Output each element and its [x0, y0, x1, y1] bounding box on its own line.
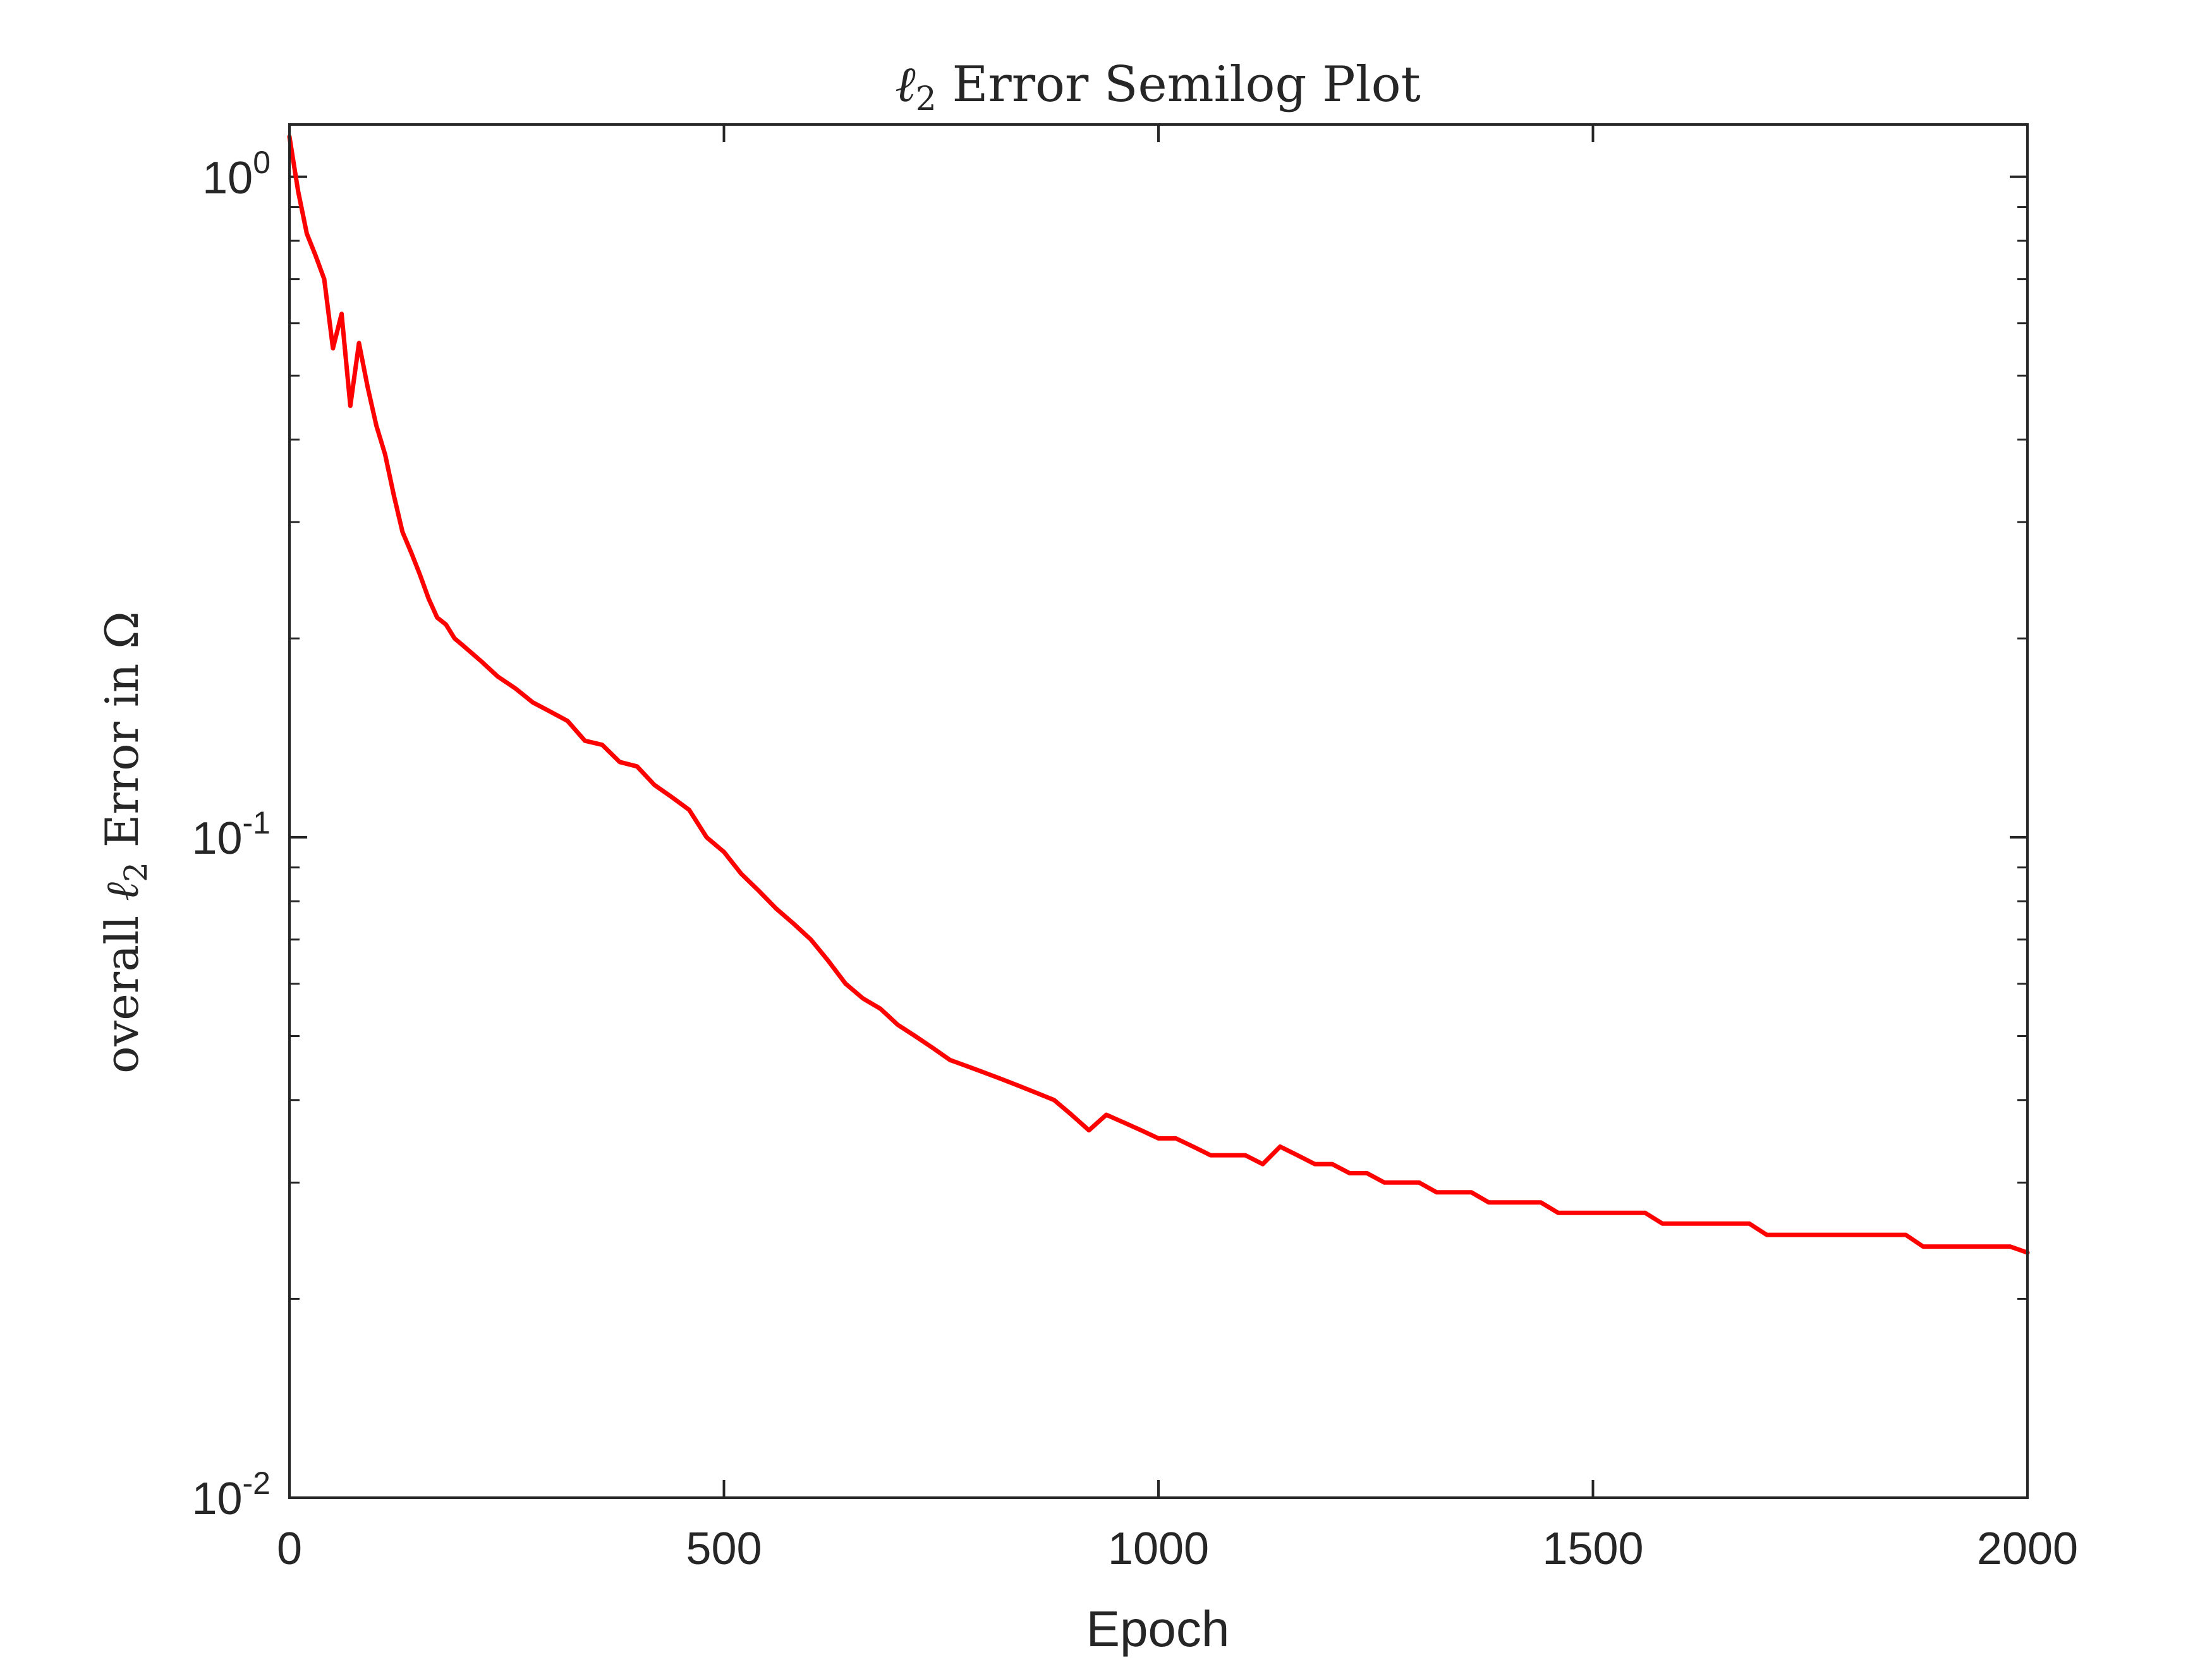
x-tick-label: 0 — [277, 1524, 302, 1574]
y-tick-label: 10-1 — [191, 805, 270, 864]
y-tick-label-exponent: -2 — [243, 1465, 270, 1501]
error-series-line — [287, 134, 2030, 1255]
y-tick-label-base: 10 — [202, 153, 253, 203]
chart-title-sub: 2 — [916, 80, 937, 118]
y-tick-label: 100 — [202, 145, 270, 203]
chart-title-rest: Error Semilog Plot — [937, 56, 1421, 113]
x-tick-label: 2000 — [1977, 1524, 2078, 1574]
x-tick-label: 1000 — [1108, 1524, 1209, 1574]
y-tick-label: 10-2 — [191, 1465, 270, 1524]
chart-title: ℓ2 Error Semilog Plot — [895, 56, 1421, 118]
series-layer — [287, 134, 2030, 1255]
chart-title-ell: ℓ — [895, 56, 916, 113]
y-axis-label-sub: 2 — [118, 862, 154, 882]
y-axis-label-post: Error in Ω — [95, 611, 149, 862]
tick-marks — [288, 124, 2029, 1499]
y-tick-label-exponent: 0 — [253, 145, 270, 180]
y-axis-label-ell: ℓ — [95, 882, 149, 901]
y-tick-label-exponent: -1 — [243, 805, 270, 840]
y-tick-label-base: 10 — [191, 813, 242, 864]
y-axis-label: overall ℓ2 Error in Ω — [95, 611, 154, 1074]
x-tick-label: 1500 — [1542, 1524, 1643, 1574]
x-tick-label: 500 — [686, 1524, 762, 1574]
y-axis-label-pre: overall — [95, 901, 149, 1074]
plot-area-box — [288, 123, 2029, 1499]
y-tick-label-base: 10 — [191, 1474, 242, 1524]
x-axis-label: Epoch — [1086, 1601, 1230, 1657]
